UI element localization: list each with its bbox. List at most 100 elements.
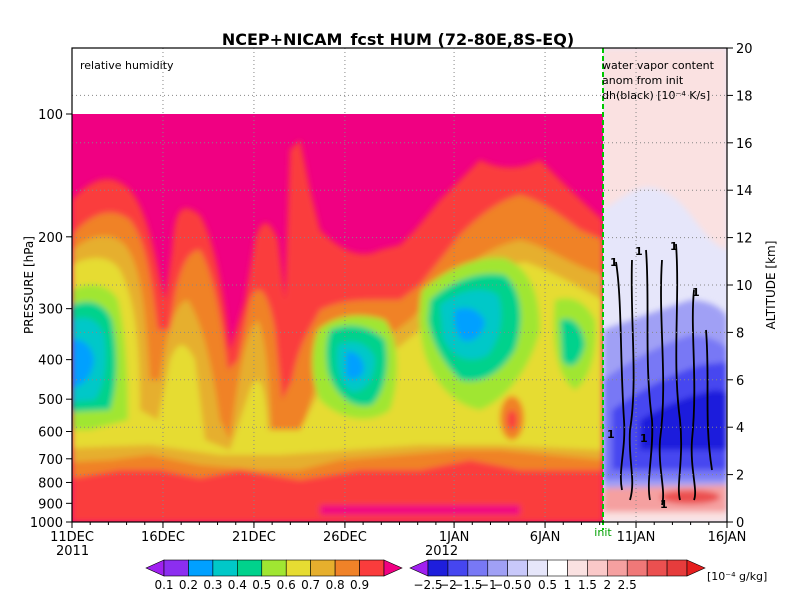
x-tick-label: 1JAN xyxy=(439,530,470,545)
anom-colorbar-tick-label: −1 xyxy=(479,578,497,592)
x-tick-label: 21DEC xyxy=(232,530,276,545)
anom-colorbar-tick-label: −0.5 xyxy=(493,578,522,592)
y2-tick-label: 6 xyxy=(736,374,744,389)
anom-colorbar-swatch xyxy=(507,559,528,577)
heating-contour xyxy=(645,249,654,501)
rh-colorbar-tick-label: 0.3 xyxy=(203,578,222,592)
heating-contours xyxy=(615,243,713,506)
rh-colorbar-arrow-high xyxy=(383,559,403,577)
rh-colorbar-swatch xyxy=(212,559,238,577)
y2-axis-title: ALTITUDE [km] xyxy=(764,241,778,330)
y2-tick-label: 8 xyxy=(736,326,744,341)
heating-contour xyxy=(675,243,683,501)
rh-region-teal xyxy=(72,289,502,402)
y2-tick-label: 20 xyxy=(736,42,753,57)
y2-tick-label: 14 xyxy=(736,184,753,199)
anom-panel-label-3: dh(black) [10⁻⁴ K/s] xyxy=(602,89,710,102)
y2-tick-label: 4 xyxy=(736,421,744,436)
rh-colorbar-tick-label: 0.5 xyxy=(252,578,271,592)
heating-contour-labels: 1 1 1 1 1 1 1 xyxy=(607,240,700,511)
contour-label: 1 xyxy=(670,240,678,253)
water-vapor-anomaly-field: 1 1 1 1 1 1 1 xyxy=(603,48,727,522)
chart-title: NCEP+NICAM_fcst HUM (72-80E,8S-EQ) xyxy=(222,30,574,49)
contour-label: 1 xyxy=(660,498,668,511)
y2-tick-label: 16 xyxy=(736,137,753,152)
anom-colorbar-arrow-high xyxy=(686,559,706,577)
rh-colorbar-tick-label: 0.8 xyxy=(326,578,345,592)
anom-colorbar-tick-label: 2 xyxy=(603,578,611,592)
anom-colorbar-swatch xyxy=(527,559,548,577)
anom-colorbar-arrow-low xyxy=(409,559,429,577)
y2-tick-label: 12 xyxy=(736,232,753,247)
anom-colorbar-swatch xyxy=(607,559,628,577)
y2-tick-label: 0 xyxy=(736,516,744,531)
anom-panel-label-2: anom from init xyxy=(602,74,684,87)
anomaly-colorbar: −2.5−2−1.5−1−0.5 0 0.5 1 1.5 2 2.5 xyxy=(409,559,706,592)
init-label: init xyxy=(594,526,612,539)
y-tick-label: 600 xyxy=(38,425,63,440)
anom-colorbar-swatch xyxy=(427,559,449,577)
anom-colorbar-swatch xyxy=(587,559,608,577)
anom-colorbar-tick-label: 0.5 xyxy=(538,578,557,592)
rh-colorbar-tick-label: 0.7 xyxy=(301,578,320,592)
relative-humidity-field xyxy=(72,114,603,522)
y-tick-label: 500 xyxy=(38,393,63,408)
x-tick-label: 11JAN xyxy=(617,530,656,545)
anom-colorbar-swatch xyxy=(467,559,489,577)
heating-contour xyxy=(628,259,635,501)
anom-colorbar-swatch xyxy=(487,559,508,577)
y-tick-label: 400 xyxy=(38,354,63,369)
rh-colorbar-swatch xyxy=(237,559,263,577)
y-axis: 100 200 300 400 500 600 700 800 900 1000 xyxy=(30,108,72,531)
heating-contour xyxy=(690,289,696,501)
y-tick-label: 900 xyxy=(38,497,63,512)
heating-contour xyxy=(658,259,665,506)
rh-colorbar-tick-label: 0.2 xyxy=(179,578,198,592)
rh-region-red-blob xyxy=(507,410,517,430)
anom-colorbar-swatch xyxy=(626,559,648,577)
contour-label: 1 xyxy=(692,286,700,299)
anom-colorbar-tick-label: −1.5 xyxy=(453,578,482,592)
x-year-2011: 2011 xyxy=(56,544,89,559)
x-tick-label: 26DEC xyxy=(323,530,367,545)
rh-colorbar-swatch xyxy=(359,559,385,577)
rh-panel-label: relative humidity xyxy=(80,59,174,72)
x-year-2012: 2012 xyxy=(425,544,458,559)
anomaly-unit-label: [10⁻⁴ g/kg] xyxy=(707,570,767,583)
anom-colorbar-swatch xyxy=(547,559,568,577)
y-tick-label: 1000 xyxy=(30,516,63,531)
x-tick-label: 16DEC xyxy=(141,530,185,545)
rh-colorbar-swatch xyxy=(188,559,214,577)
x-axis: 11DEC 16DEC 21DEC 26DEC 1JAN 6JAN 11JAN 16JAN xyxy=(50,522,746,545)
anom-colorbar-swatch xyxy=(666,559,688,577)
anom-colorbar-swatch xyxy=(646,559,668,577)
x-tick-label: 11DEC xyxy=(50,530,94,545)
rh-colorbar-swatch xyxy=(261,559,287,577)
rh-colorbar-tick-label: 0.6 xyxy=(277,578,296,592)
rh-colorbar: 0.1 0.2 0.3 0.4 0.5 0.6 0.7 0.8 0.9 xyxy=(145,559,403,592)
y-tick-label: 300 xyxy=(38,303,63,318)
anom-positive-upper xyxy=(603,48,727,250)
y-tick-label: 800 xyxy=(38,476,63,491)
rh-colorbar-tick-label: 0.9 xyxy=(350,578,369,592)
anom-colorbar-tick-label: 0 xyxy=(524,578,532,592)
rh-colorbar-swatch xyxy=(334,559,360,577)
y-tick-label: 200 xyxy=(38,231,63,246)
anom-colorbar-swatch xyxy=(447,559,469,577)
anom-colorbar-tick-label: 2.5 xyxy=(618,578,637,592)
y2-tick-label: 10 xyxy=(736,279,753,294)
heating-contour xyxy=(615,261,626,491)
rh-colorbar-tick-label: 0.4 xyxy=(228,578,247,592)
rh-colorbar-tick-label: 0.1 xyxy=(154,578,173,592)
anom-colorbar-tick-label: 1.5 xyxy=(578,578,597,592)
y2-tick-label: 2 xyxy=(736,469,744,484)
y2-axis: 0 2 4 6 8 10 12 14 16 18 20 xyxy=(727,42,753,531)
y2-tick-label: 18 xyxy=(736,89,753,104)
y-axis-title: PRESSURE [hPa] xyxy=(22,236,36,334)
rh-colorbar-swatch xyxy=(285,559,311,577)
rh-colorbar-arrow-low xyxy=(145,559,165,577)
rh-colorbar-swatch xyxy=(163,559,189,577)
rh-colorbar-swatch xyxy=(310,559,336,577)
anom-colorbar-tick-label: 1 xyxy=(564,578,572,592)
